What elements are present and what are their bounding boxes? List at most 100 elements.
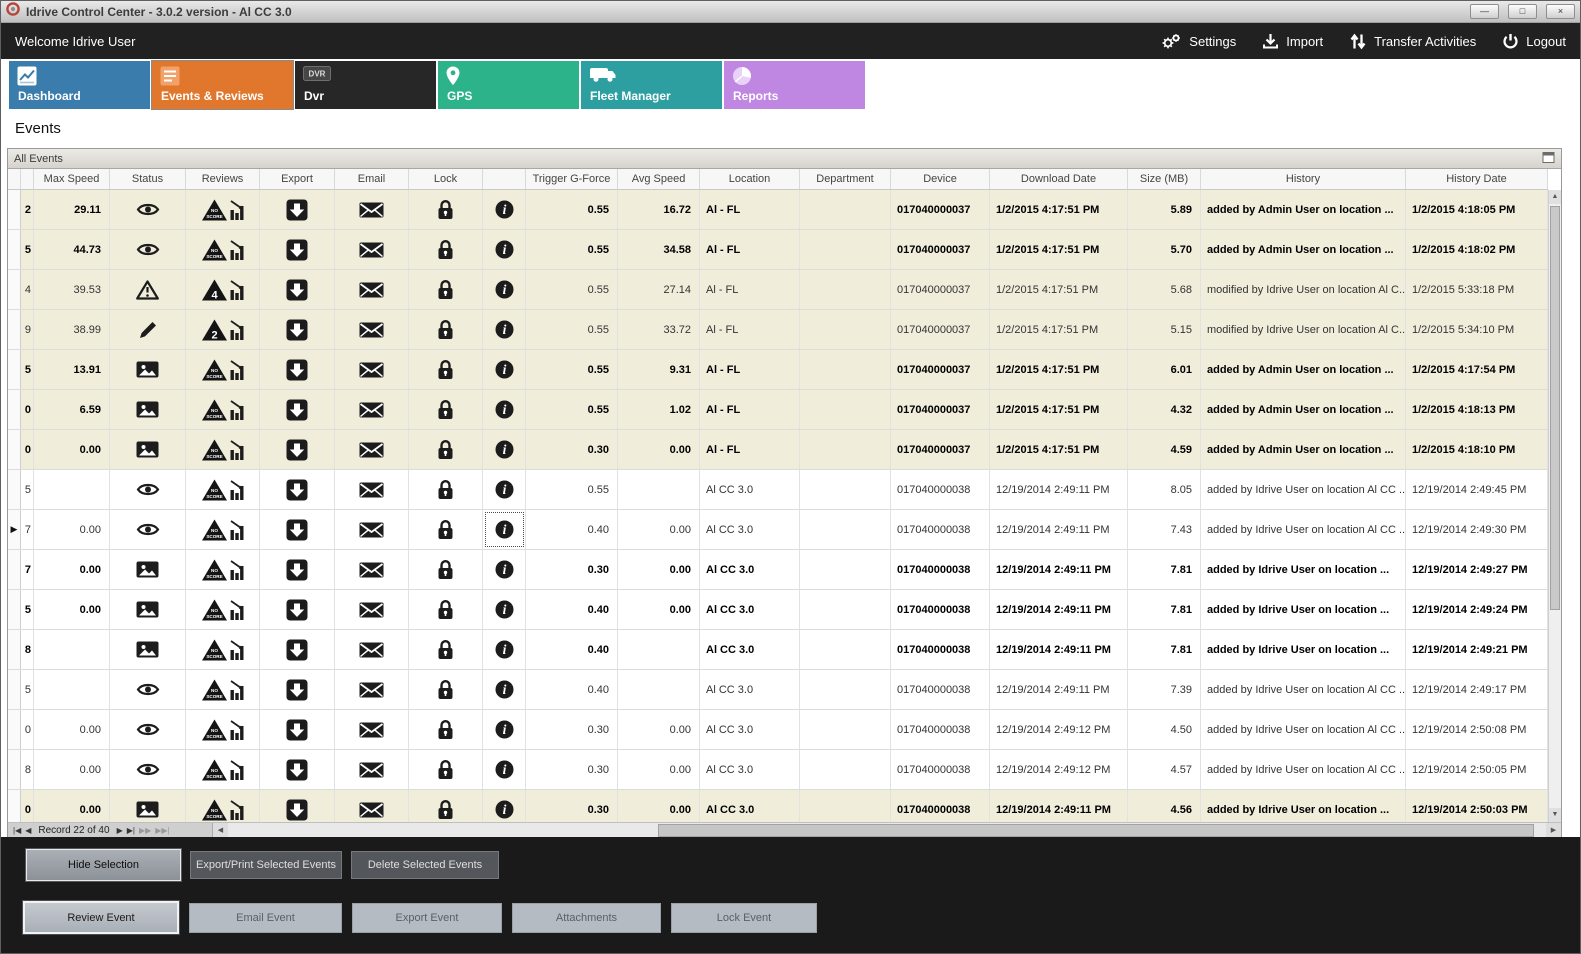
column-header-trigger-g-force[interactable]: Trigger G-Force: [526, 169, 618, 189]
info-icon[interactable]: i: [495, 320, 514, 339]
attachments-button[interactable]: Attachments: [512, 903, 661, 933]
table-row[interactable]: 2 29.11 NO SCORE i 0.55 16.72 Al - FL 0170400000…: [8, 190, 1548, 230]
export-icon[interactable]: [286, 799, 308, 821]
info-icon[interactable]: i: [495, 800, 514, 819]
table-row[interactable]: 5 13.91 NO SCORE i 0.55 9.31 Al - FL 01704000003…: [8, 350, 1548, 390]
first-record-button[interactable]: |◀: [13, 826, 22, 835]
table-row[interactable]: 7 0.00 NO SCORE i 0.30 0.00 Al CC 3.0 0170400000…: [8, 550, 1548, 590]
info-icon[interactable]: i: [495, 600, 514, 619]
export-icon[interactable]: [286, 639, 308, 661]
tab-dashboard[interactable]: Dashboard: [9, 61, 150, 109]
lock-event-button[interactable]: Lock Event: [671, 903, 817, 933]
export-icon[interactable]: [286, 439, 308, 461]
column-header-max-speed[interactable]: Max Speed: [34, 169, 110, 189]
email-icon[interactable]: [359, 482, 384, 498]
info-icon[interactable]: i: [495, 240, 514, 259]
no-score-triangle-icon[interactable]: NO SCORE: [201, 798, 245, 822]
tab-fleet-manager[interactable]: Fleet Manager: [581, 61, 722, 109]
no-score-triangle-icon[interactable]: NO SCORE: [201, 718, 245, 742]
table-row[interactable]: 5 NO SCORE i 0.40 Al CC 3.0 017040000038 12/19/…: [8, 670, 1548, 710]
table-row[interactable]: 8 NO SCORE i 0.40 Al CC 3.0 017040000038 12/19/…: [8, 630, 1548, 670]
no-score-triangle-icon[interactable]: NO SCORE: [201, 198, 245, 222]
lock-icon[interactable]: [437, 279, 454, 300]
lock-icon[interactable]: [437, 679, 454, 700]
tab-reports[interactable]: Reports: [724, 61, 865, 109]
lock-icon[interactable]: [437, 519, 454, 540]
tab-dvr[interactable]: DVR Dvr: [295, 61, 436, 109]
lock-icon[interactable]: [437, 479, 454, 500]
column-header-size-mb[interactable]: Size (MB): [1128, 169, 1201, 189]
table-row[interactable]: 0 0.00 NO SCORE i 0.30 0.00 Al CC 3.0 0170400000…: [8, 710, 1548, 750]
no-score-triangle-icon[interactable]: NO SCORE: [201, 558, 245, 582]
info-icon[interactable]: i: [495, 640, 514, 659]
minimize-button[interactable]: —: [1470, 4, 1499, 19]
scroll-right-button[interactable]: ▶: [1546, 823, 1561, 838]
lock-icon[interactable]: [437, 239, 454, 260]
column-header-location[interactable]: Location: [700, 169, 800, 189]
close-button[interactable]: ×: [1546, 4, 1575, 19]
table-row[interactable]: 5 NO SCORE i 0.55 Al CC 3.0 017040000038 12/19/…: [8, 470, 1548, 510]
delete-selected-events-button[interactable]: Delete Selected Events: [351, 851, 499, 879]
action-transfer-activities[interactable]: Transfer Activities: [1349, 33, 1476, 50]
action-logout[interactable]: Logout: [1502, 33, 1566, 50]
export-icon[interactable]: [286, 479, 308, 501]
export-icon[interactable]: [286, 679, 308, 701]
info-icon[interactable]: i: [495, 360, 514, 379]
email-icon[interactable]: [359, 762, 384, 778]
table-row[interactable]: ▶ 7 0.00 NO SCORE i 0.40 0.00 Al CC 3.0 017040000…: [8, 510, 1548, 550]
previous-record-button[interactable]: ◀: [25, 826, 32, 835]
email-icon[interactable]: [359, 242, 384, 258]
column-header-avg-speed[interactable]: Avg Speed: [618, 169, 700, 189]
lock-icon[interactable]: [437, 399, 454, 420]
last-page-button[interactable]: ▶▶|: [155, 826, 170, 835]
table-row[interactable]: 5 0.00 NO SCORE i 0.40 0.00 Al CC 3.0 0170400000…: [8, 590, 1548, 630]
export-icon[interactable]: [286, 559, 308, 581]
email-icon[interactable]: [359, 362, 384, 378]
info-icon[interactable]: i: [495, 680, 514, 699]
info-icon[interactable]: i: [495, 400, 514, 419]
info-icon[interactable]: i: [495, 560, 514, 579]
no-score-triangle-icon[interactable]: NO SCORE: [201, 638, 245, 662]
tab-events-reviews[interactable]: Events & Reviews: [151, 60, 294, 110]
lock-icon[interactable]: [437, 599, 454, 620]
info-icon[interactable]: i: [495, 440, 514, 459]
lock-icon[interactable]: [437, 639, 454, 660]
table-row[interactable]: 0 0.00 NO SCORE i 0.30 0.00 Al CC 3.0 0170400000…: [8, 790, 1548, 822]
column-header-department[interactable]: Department: [800, 169, 891, 189]
no-score-triangle-icon[interactable]: NO SCORE: [201, 238, 245, 262]
lock-icon[interactable]: [437, 439, 454, 460]
scroll-down-button[interactable]: ▼: [1549, 808, 1561, 822]
review-event-button[interactable]: Review Event: [23, 901, 179, 934]
email-icon[interactable]: [359, 402, 384, 418]
export-event-button[interactable]: Export Event: [352, 903, 502, 933]
scroll-up-button[interactable]: ▲: [1549, 190, 1561, 204]
column-header-reviews[interactable]: Reviews: [186, 169, 260, 189]
no-score-triangle-icon[interactable]: NO SCORE: [201, 518, 245, 542]
next-record-button[interactable]: ▶: [116, 826, 123, 835]
export-icon[interactable]: [286, 279, 308, 301]
lock-icon[interactable]: [437, 359, 454, 380]
email-event-button[interactable]: Email Event: [189, 903, 342, 933]
no-score-triangle-icon[interactable]: NO SCORE: [201, 478, 245, 502]
export-icon[interactable]: [286, 719, 308, 741]
last-record-button[interactable]: ▶|: [126, 826, 135, 835]
no-score-triangle-icon[interactable]: NO SCORE: [201, 598, 245, 622]
vertical-scroll-thumb[interactable]: [1550, 206, 1560, 610]
tab-gps[interactable]: GPS: [438, 61, 579, 109]
export-icon[interactable]: [286, 759, 308, 781]
info-icon[interactable]: i: [495, 520, 514, 539]
table-row[interactable]: 5 44.73 NO SCORE i 0.55 34.58 Al - FL 0170400000…: [8, 230, 1548, 270]
table-row[interactable]: 0 0.00 NO SCORE i 0.30 0.00 Al - FL 017040000037…: [8, 430, 1548, 470]
table-row[interactable]: 0 6.59 NO SCORE i 0.55 1.02 Al - FL 017040000037…: [8, 390, 1548, 430]
table-row[interactable]: 9 38.99 2 i 0.55 33.72 Al - FL 017040000037 1/2/…: [8, 310, 1548, 350]
table-row[interactable]: 4 39.53 4 i 0.55 27.14 Al - FL 017040000037 1/2/…: [8, 270, 1548, 310]
scroll-left-button[interactable]: ◀: [213, 823, 228, 838]
email-icon[interactable]: [359, 802, 384, 818]
clipped-column-header[interactable]: [21, 169, 34, 189]
export-icon[interactable]: [286, 239, 308, 261]
no-score-triangle-icon[interactable]: NO SCORE: [201, 438, 245, 462]
email-icon[interactable]: [359, 562, 384, 578]
email-icon[interactable]: [359, 522, 384, 538]
horizontal-scroll-thumb[interactable]: [657, 824, 1535, 837]
score-triangle-icon[interactable]: 4: [201, 278, 245, 302]
